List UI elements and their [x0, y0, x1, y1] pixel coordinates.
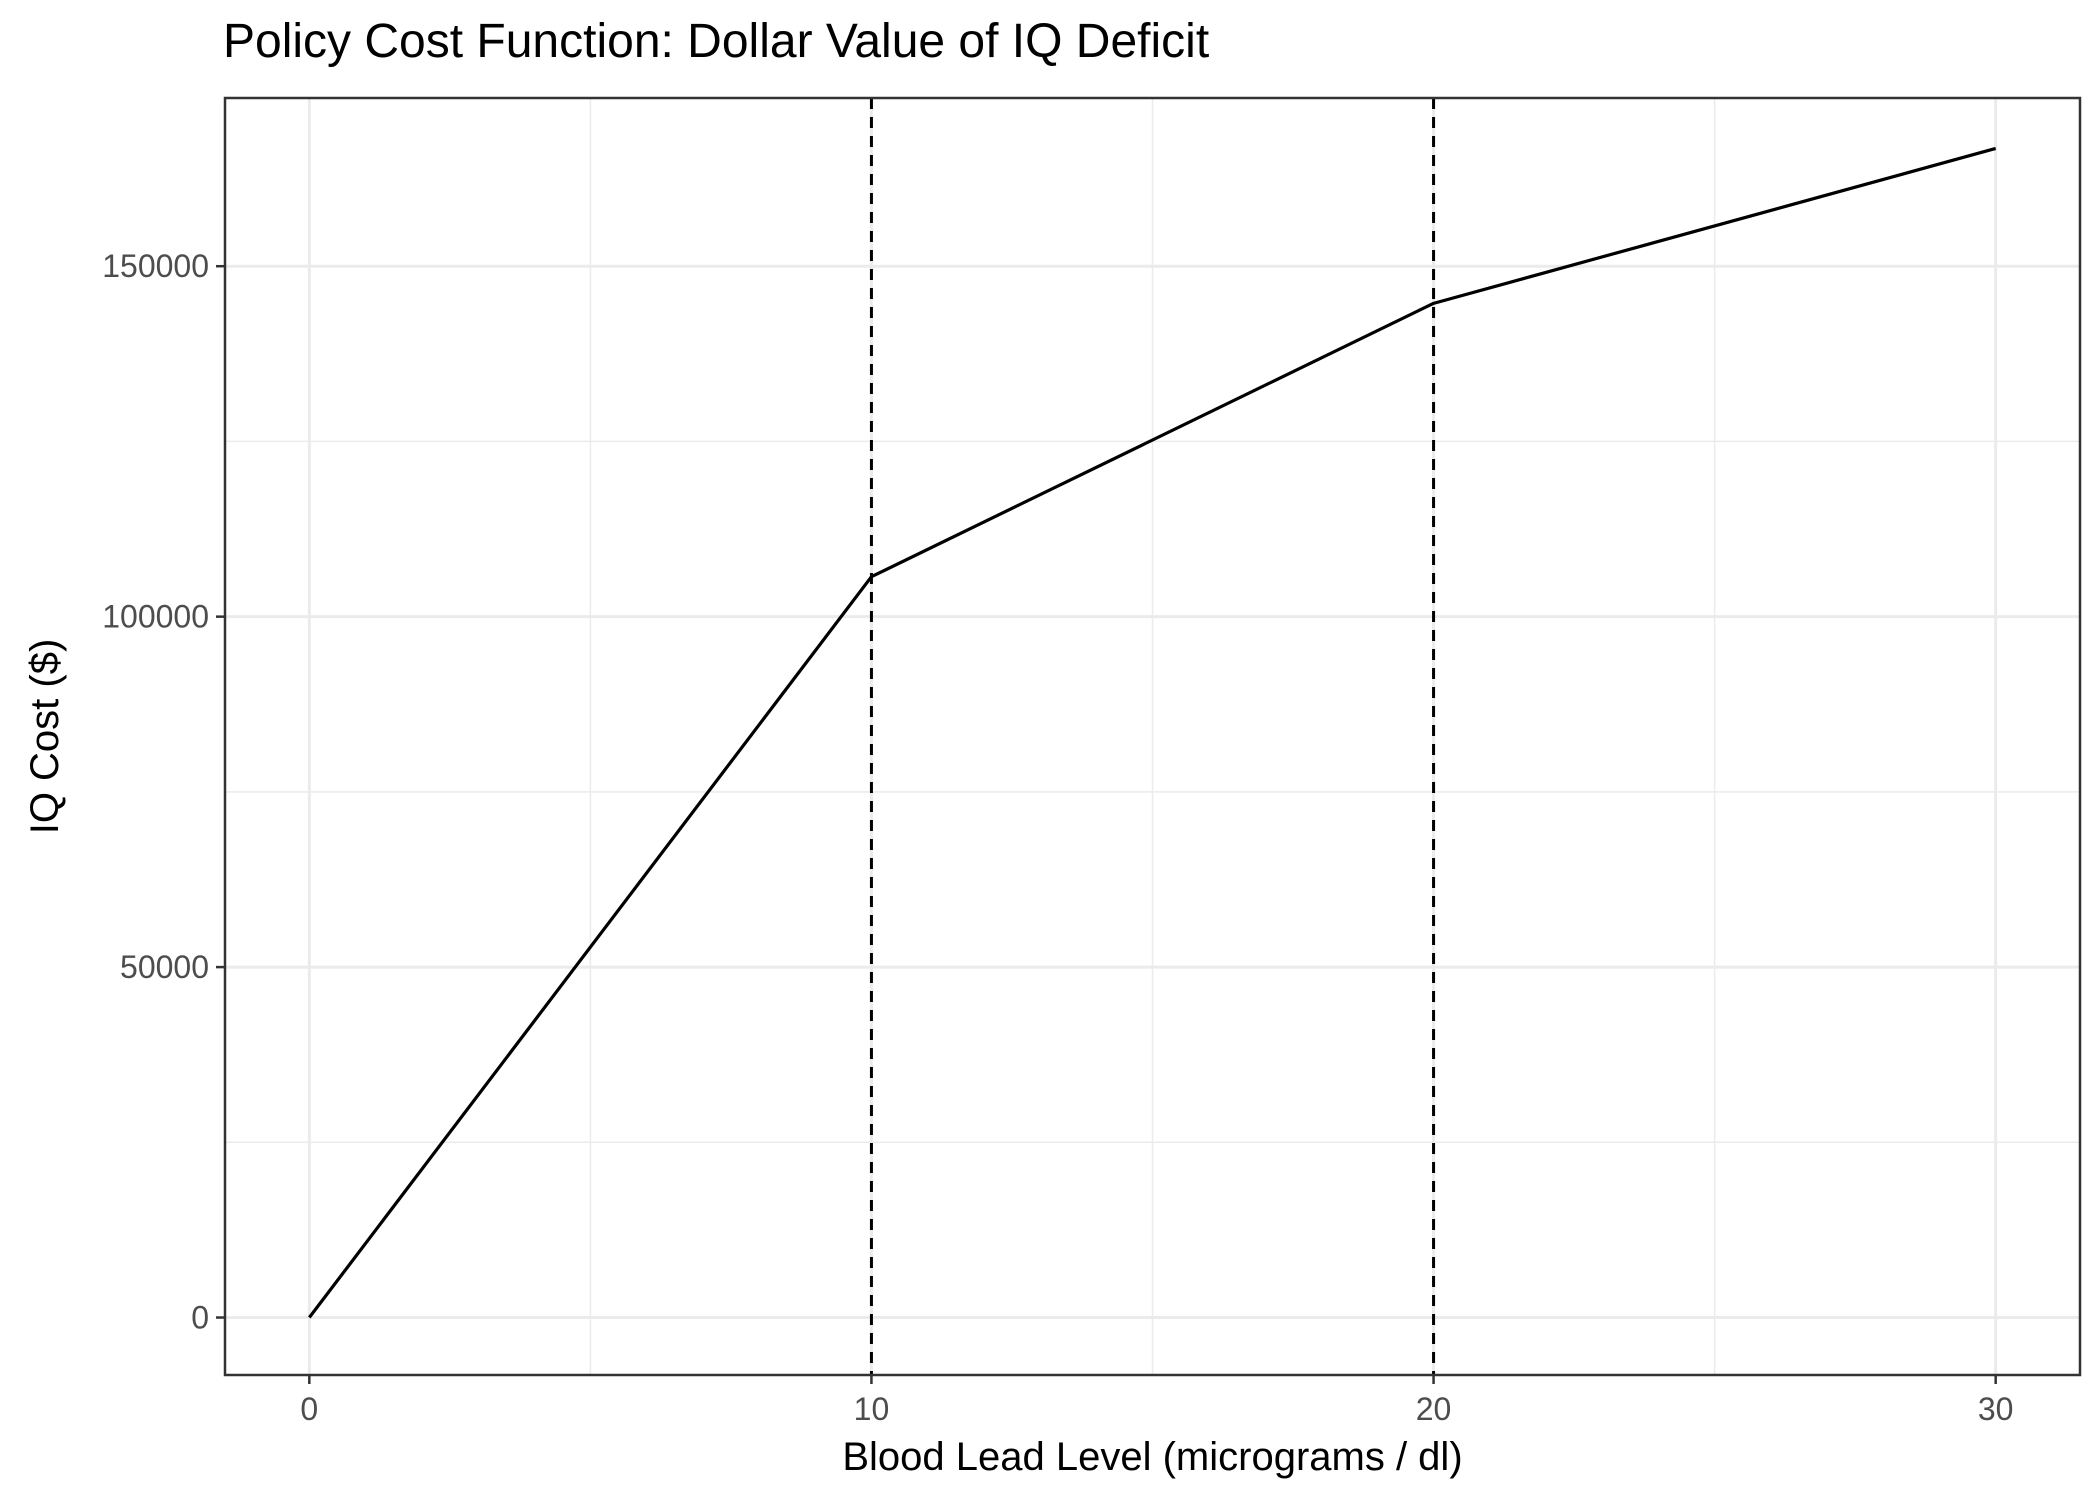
y-tick-label: 50000 [120, 949, 209, 985]
y-tick-label: 150000 [102, 248, 209, 284]
x-tick-label: 10 [854, 1391, 890, 1427]
x-axis-title: Blood Lead Level (micrograms / dl) [842, 1435, 1462, 1479]
chart-title: Policy Cost Function: Dollar Value of IQ… [223, 15, 1210, 68]
panel-border [223, 96, 2082, 1377]
y-tick-label: 0 [191, 1300, 209, 1336]
axis-ticks: 0 10 20 30 0 50000 100000 150000 [102, 248, 2013, 1427]
y-tick-label: 100000 [102, 599, 209, 635]
x-tick-label: 0 [300, 1391, 318, 1427]
series-layer [308, 146, 1997, 1319]
x-tick-label: 30 [1978, 1391, 2014, 1427]
reference-lines [869, 98, 1436, 1375]
series-line [308, 146, 1997, 1319]
grid-layer [225, 98, 2080, 1375]
x-tick-label: 20 [1416, 1391, 1452, 1427]
y-axis-title: IQ Cost ($) [23, 639, 67, 835]
